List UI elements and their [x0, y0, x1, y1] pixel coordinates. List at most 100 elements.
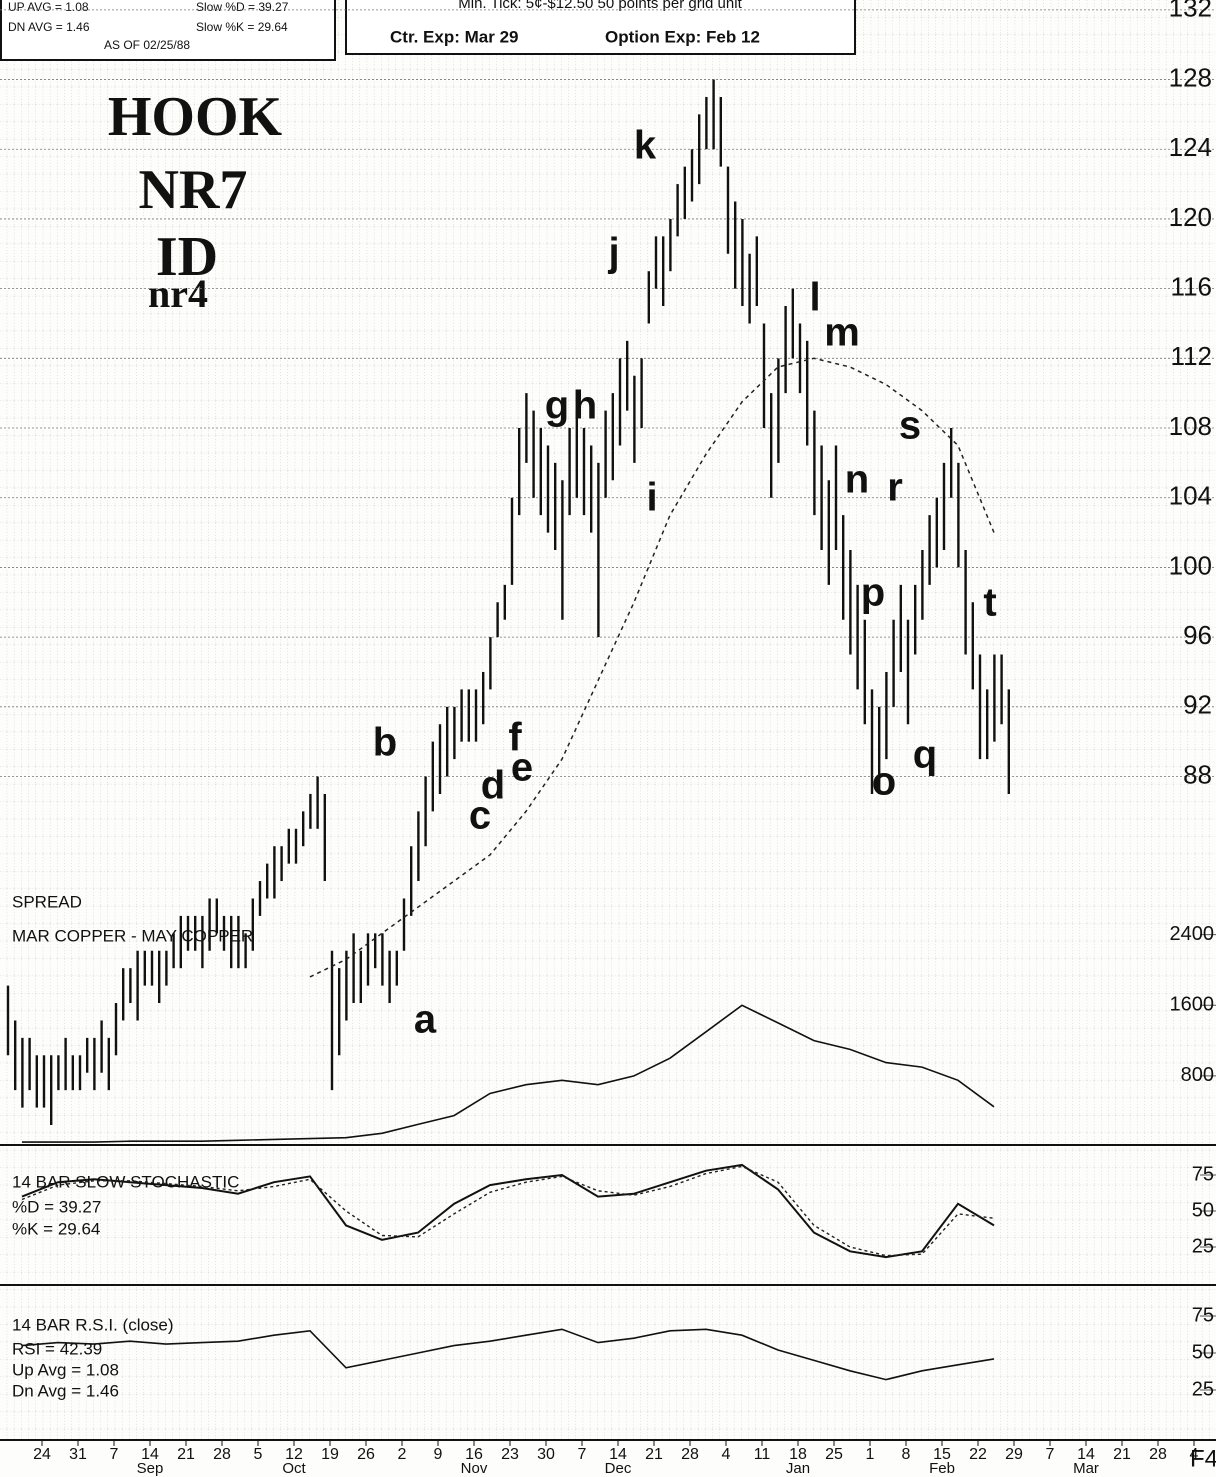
x-tick-label: 25 — [825, 1446, 843, 1463]
contract-box — [345, 0, 856, 55]
annotation: f — [508, 716, 522, 760]
annotation: e — [511, 746, 533, 790]
big-label: ID — [156, 226, 218, 288]
y-tick-label: 50 — [1192, 1341, 1214, 1363]
annotation: i — [646, 476, 657, 520]
x-tick-label: 22 — [969, 1446, 987, 1463]
header-text: Min. Tick: 5¢-$12.50 50 points per grid … — [458, 0, 742, 12]
x-tick-label: 16 — [465, 1446, 483, 1463]
annotation: r — [887, 466, 903, 510]
y-tick-label: 96 — [1183, 620, 1212, 650]
x-tick-label: 7 — [578, 1446, 587, 1463]
y-tick-label: 120 — [1169, 202, 1212, 232]
x-tick-label: 18 — [789, 1446, 807, 1463]
header-text: Slow %D = 39.27 — [196, 0, 289, 14]
annotation: j — [607, 231, 619, 275]
x-tick-label: 31 — [69, 1446, 87, 1463]
month-label: Mar — [1073, 1460, 1099, 1477]
header-text: UP AVG = 1.08 — [8, 0, 89, 14]
annotation: a — [414, 998, 437, 1042]
spread-line — [22, 1004, 995, 1143]
y-tick-label: 128 — [1169, 62, 1212, 92]
x-tick-label: 5 — [254, 1446, 263, 1463]
x-tick-label: 9 — [434, 1446, 443, 1463]
month-label: Dec — [605, 1460, 632, 1477]
big-label: HOOK — [108, 86, 283, 148]
month-label: Nov — [461, 1460, 488, 1477]
month-label: Feb — [929, 1460, 955, 1477]
annotation: b — [373, 721, 397, 765]
panel-title: 14 BAR R.S.I. (close) — [12, 1315, 174, 1334]
moving-average — [309, 357, 995, 978]
y-tick-label: 800 — [1181, 1064, 1214, 1086]
x-tick-label: 19 — [321, 1446, 339, 1463]
x-tick-label: 2 — [398, 1446, 407, 1463]
x-tick-label: 8 — [902, 1446, 911, 1463]
x-tick-label: 15 — [933, 1446, 951, 1463]
x-tick-label: 4 — [1190, 1446, 1199, 1463]
header-text: Ctr. Exp: Mar 29 — [390, 27, 519, 46]
y-tick-label: 100 — [1169, 550, 1212, 580]
x-tick-label: 21 — [177, 1446, 195, 1463]
y-tick-label: 92 — [1183, 690, 1212, 720]
big-label: NR7 — [139, 159, 248, 221]
x-tick-label: 28 — [1149, 1446, 1167, 1463]
y-tick-label: 25 — [1192, 1235, 1214, 1257]
annotation: p — [861, 571, 885, 615]
annotation: s — [899, 404, 921, 448]
x-tick-label: 1 — [866, 1446, 875, 1463]
header-text: Slow %K = 29.64 — [196, 20, 288, 34]
y-tick-label: 104 — [1169, 481, 1212, 511]
x-tick-label: 4 — [722, 1446, 731, 1463]
panel-label: %K = 29.64 — [12, 1219, 100, 1238]
grid-background — [0, 0, 1216, 1440]
header-text: DN AVG = 1.46 — [8, 20, 90, 34]
header-text: AS OF 02/25/88 — [104, 38, 190, 52]
x-tick-label: 12 — [285, 1446, 303, 1463]
x-tick-label: 14 — [1077, 1446, 1095, 1463]
x-tick-label: 21 — [645, 1446, 663, 1463]
y-tick-label: 132 — [1169, 0, 1212, 23]
annotation: t — [983, 581, 996, 625]
y-tick-label: 88 — [1183, 759, 1212, 789]
x-tick-label: 14 — [141, 1446, 159, 1463]
y-tick-label: 2400 — [1170, 923, 1215, 945]
x-tick-label: 7 — [1046, 1446, 1055, 1463]
annotation: l — [809, 276, 820, 320]
panel-label: %D = 39.27 — [12, 1197, 101, 1216]
rsi-line — [21, 1328, 995, 1381]
annotation: h — [573, 384, 597, 428]
y-tick-label: 124 — [1169, 132, 1212, 162]
corner-label: F4 — [1190, 1445, 1216, 1472]
annotation: c — [469, 794, 491, 838]
x-tick-label: 23 — [501, 1446, 519, 1463]
x-tick-label: 30 — [537, 1446, 555, 1463]
x-tick-label: 26 — [357, 1446, 375, 1463]
header-text: Option Exp: Feb 12 — [605, 27, 760, 46]
annotation: k — [634, 124, 657, 168]
annotation: o — [872, 760, 896, 804]
annotation: d — [481, 764, 505, 808]
stochastic-k — [21, 1163, 995, 1259]
x-tick-label: 11 — [754, 1446, 771, 1463]
y-tick-label: 1600 — [1170, 994, 1215, 1016]
big-label: nr4 — [148, 271, 208, 316]
y-tick-label: 112 — [1171, 341, 1212, 371]
panel-label: Up Avg = 1.08 — [12, 1360, 119, 1379]
x-tick-label: 14 — [609, 1446, 627, 1463]
x-tick-label: 7 — [110, 1446, 119, 1463]
stochastic-d — [21, 1165, 995, 1257]
panel-title: SPREAD — [12, 892, 82, 911]
x-tick-label: 24 — [33, 1446, 51, 1463]
y-tick-label: 75 — [1192, 1304, 1214, 1326]
month-label: Sep — [137, 1460, 164, 1477]
panel-title: MAR COPPER - MAY COPPER — [12, 926, 253, 945]
y-tick-label: 116 — [1171, 272, 1212, 302]
y-tick-label: 50 — [1192, 1199, 1214, 1221]
month-label: Oct — [282, 1460, 306, 1477]
y-tick-label: 25 — [1192, 1378, 1214, 1400]
x-tick-label: 28 — [681, 1446, 699, 1463]
annotation: q — [913, 733, 937, 777]
month-label: Jan — [786, 1460, 810, 1477]
